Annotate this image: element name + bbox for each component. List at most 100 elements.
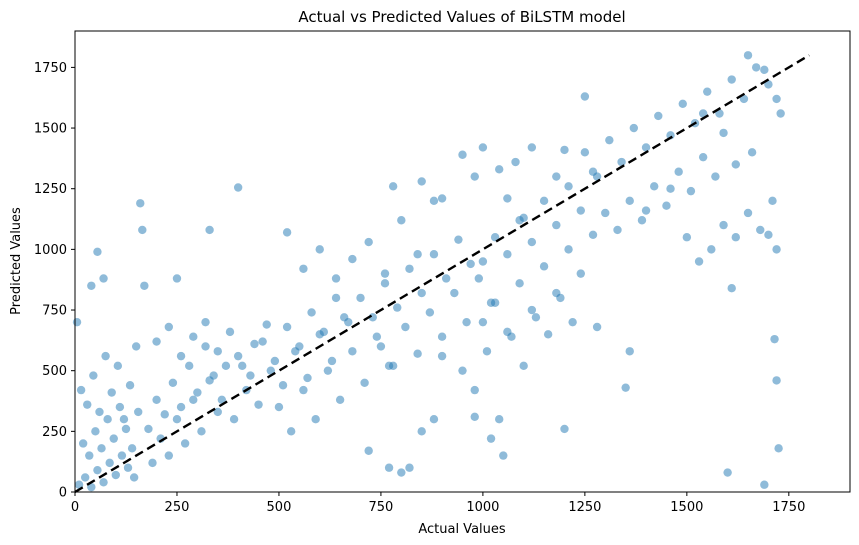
- data-point: [764, 230, 773, 240]
- data-point: [617, 157, 626, 167]
- data-point: [772, 245, 781, 254]
- data-point: [229, 415, 239, 424]
- data-point: [682, 233, 692, 242]
- data-point: [527, 143, 537, 152]
- points-layer: [72, 51, 785, 492]
- data-point: [93, 247, 102, 256]
- data-point: [388, 361, 398, 371]
- data-point: [76, 385, 86, 395]
- data-point: [176, 351, 186, 361]
- data-point: [698, 152, 708, 162]
- data-point: [429, 415, 439, 424]
- data-point: [201, 342, 210, 351]
- data-point: [556, 293, 565, 303]
- data-point: [503, 250, 512, 259]
- data-point: [743, 208, 753, 218]
- data-point: [458, 366, 467, 375]
- data-point: [144, 424, 153, 434]
- data-point: [772, 94, 781, 104]
- data-point: [727, 75, 736, 84]
- data-point: [560, 424, 569, 434]
- data-point: [299, 264, 308, 273]
- reference-line: [74, 54, 810, 494]
- data-point: [482, 347, 492, 356]
- data-point: [495, 415, 504, 424]
- data-point: [295, 342, 304, 351]
- data-point: [486, 434, 496, 443]
- data-point: [397, 468, 406, 477]
- data-point: [176, 402, 186, 412]
- x-tick-label: 1750: [772, 500, 805, 515]
- data-point: [213, 407, 222, 417]
- data-point: [136, 199, 145, 208]
- data-point: [266, 366, 275, 375]
- data-point: [115, 402, 125, 412]
- data-point: [97, 444, 106, 453]
- data-point: [580, 92, 590, 101]
- data-point: [323, 366, 333, 375]
- data-point: [637, 216, 647, 225]
- data-point: [213, 347, 222, 356]
- data-point: [641, 206, 651, 215]
- data-point: [731, 160, 740, 169]
- data-point: [201, 317, 210, 327]
- data-point: [282, 322, 292, 332]
- data-point: [348, 254, 357, 264]
- data-point: [185, 361, 194, 371]
- data-point: [490, 298, 500, 307]
- data-point: [531, 313, 541, 322]
- data-point: [437, 351, 447, 361]
- data-point: [425, 308, 435, 317]
- data-point: [172, 274, 182, 283]
- data-point: [270, 356, 280, 366]
- data-point: [217, 395, 227, 404]
- data-point: [568, 317, 577, 327]
- data-point: [625, 347, 634, 356]
- x-axis-ticks: 0 250 500 750 1000 1250 1500 1750: [71, 492, 805, 515]
- data-point: [380, 279, 390, 288]
- data-point: [101, 351, 110, 361]
- data-point: [89, 371, 98, 380]
- data-point: [172, 415, 182, 424]
- data-point: [588, 230, 598, 240]
- data-point: [576, 269, 585, 278]
- data-point: [580, 148, 590, 157]
- data-point: [307, 308, 316, 317]
- data-point: [747, 148, 757, 157]
- data-point: [376, 342, 386, 351]
- data-point: [258, 337, 267, 346]
- data-point: [772, 376, 781, 385]
- data-point: [592, 322, 602, 332]
- data-point: [148, 458, 157, 468]
- data-point: [454, 235, 463, 244]
- data-point: [552, 220, 561, 230]
- data-point: [527, 237, 537, 247]
- data-point: [327, 356, 337, 366]
- y-tick-label: 750: [42, 304, 67, 319]
- data-point: [515, 216, 524, 225]
- data-point: [739, 94, 749, 104]
- data-point: [719, 220, 728, 230]
- data-point: [193, 388, 202, 397]
- data-point: [91, 427, 100, 436]
- data-point: [458, 150, 467, 159]
- y-axis-label: Predicted Values: [9, 207, 24, 315]
- data-point: [152, 337, 161, 346]
- y-tick-label: 0: [59, 486, 67, 501]
- data-point: [576, 206, 585, 215]
- x-tick-label: 250: [165, 500, 190, 515]
- data-point: [605, 135, 614, 145]
- data-point: [105, 458, 114, 468]
- data-point: [87, 281, 96, 290]
- data-point: [125, 381, 135, 390]
- data-point: [478, 317, 488, 327]
- chart-title: Actual vs Predicted Values of BiLSTM mod…: [298, 8, 625, 26]
- data-point: [715, 109, 724, 118]
- data-point: [774, 444, 783, 453]
- data-point: [450, 288, 459, 298]
- data-point: [107, 388, 116, 397]
- data-point: [129, 473, 139, 482]
- data-point: [78, 439, 88, 448]
- data-point: [654, 111, 663, 121]
- data-point: [319, 327, 329, 337]
